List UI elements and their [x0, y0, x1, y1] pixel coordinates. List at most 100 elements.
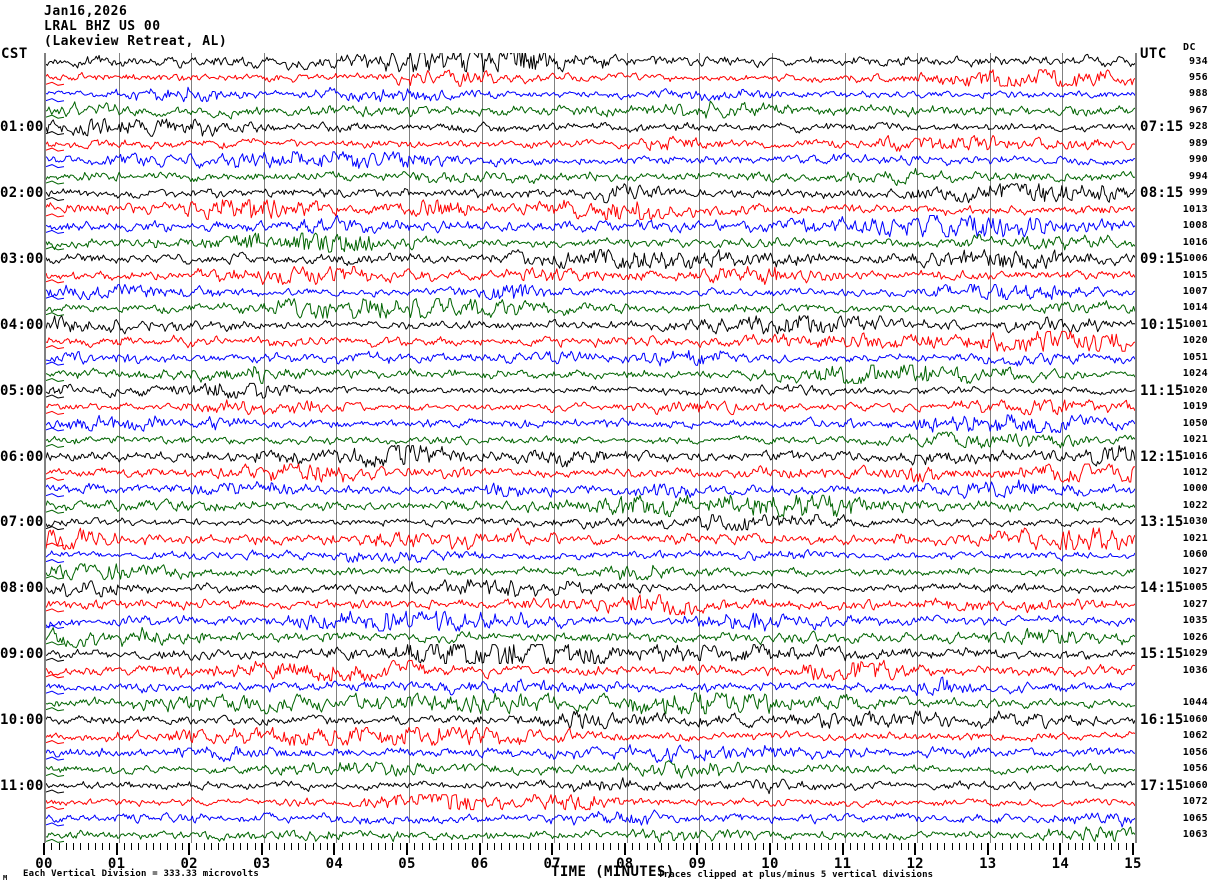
dc-value-row-38: 1036: [1182, 664, 1208, 676]
dc-value-row-19: 1051: [1182, 351, 1208, 363]
utc-hour-label-1015: 10:15: [1140, 316, 1184, 333]
dc-value-row-42: 1062: [1182, 730, 1208, 742]
utc-hour-label-1215: 12:15: [1140, 448, 1184, 465]
trace-row-28: [46, 494, 1135, 518]
trace-stub-row-46: [46, 805, 65, 810]
header-station: LRAL BHZ US 00: [44, 19, 161, 34]
x-tick-minor: [828, 843, 830, 850]
cst-hour-label-1000: 10:00: [0, 711, 44, 728]
utc-hour-label-0815: 08:15: [1140, 185, 1184, 202]
x-tick-minor: [595, 843, 597, 850]
x-tick-major-04: [333, 843, 336, 855]
header-location: (Lakeview Retreat, AL): [44, 34, 228, 49]
x-tick-minor: [864, 843, 866, 850]
x-tick-minor: [661, 843, 663, 850]
dc-value-row-32: 1027: [1182, 565, 1208, 577]
x-tick-minor: [109, 843, 111, 850]
x-tick-label-09: 09: [688, 856, 707, 872]
trace-row-23: [46, 414, 1135, 433]
x-tick-minor: [610, 843, 612, 850]
x-tick-major-01: [115, 843, 118, 855]
trace-row-25: [46, 445, 1135, 468]
trace-row-7: [46, 151, 1135, 169]
x-tick-label-05: 05: [398, 856, 416, 872]
x-tick-label-15: 15: [1124, 856, 1142, 872]
dc-value-row-2: 956: [1189, 72, 1208, 84]
trace-row-5: [46, 117, 1135, 137]
x-tick-minor: [80, 843, 82, 850]
x-tick-minor: [704, 843, 706, 850]
x-tick-major-07: [551, 843, 554, 855]
x-tick-minor: [240, 843, 242, 850]
x-tick-minor: [254, 843, 256, 850]
cst-hour-label-0100: 01:00: [0, 119, 44, 136]
utc-hour-label-1715: 17:15: [1140, 777, 1184, 794]
x-tick-minor: [319, 843, 321, 850]
grid-line-minute-01: [118, 53, 120, 843]
trace-stub-row-16: [46, 312, 65, 317]
utc-hour-label-0715: 07:15: [1140, 119, 1184, 136]
trace-stub-row-37: [46, 657, 65, 662]
x-tick-minor: [878, 843, 880, 850]
x-tick-minor: [559, 843, 561, 850]
x-tick-minor: [457, 843, 459, 850]
trace-stub-row-20: [46, 377, 65, 383]
trace-stub-row-2: [46, 81, 65, 86]
trace-row-39: [46, 676, 1135, 697]
x-tick-label-08: 08: [616, 856, 634, 872]
x-tick-minor: [508, 843, 510, 850]
x-tick-minor: [980, 843, 982, 850]
utc-hour-label-1415: 14:15: [1140, 580, 1184, 597]
x-tick-major-09: [696, 843, 699, 855]
trace-row-43: [46, 744, 1135, 763]
x-tick-major-14: [1059, 843, 1062, 855]
x-tick-minor: [65, 843, 67, 850]
trace-row-21: [46, 382, 1135, 399]
x-tick-minor: [51, 843, 53, 850]
x-tick-minor: [806, 843, 808, 850]
x-tick-minor: [733, 843, 735, 850]
trace-row-41: [46, 710, 1135, 730]
trace-row-45: [46, 777, 1135, 795]
x-tick-minor: [370, 843, 372, 850]
x-tick-minor: [87, 843, 89, 850]
dc-value-row-1: 934: [1189, 55, 1208, 67]
x-tick-minor: [653, 843, 655, 850]
x-tick-minor: [682, 843, 684, 850]
dc-value-row-34: 1027: [1182, 598, 1208, 610]
x-tick-minor: [820, 843, 822, 850]
trace-stub-row-26: [46, 476, 65, 481]
trace-row-47: [46, 809, 1135, 828]
x-tick-minor: [494, 843, 496, 850]
trace-row-42: [46, 726, 1135, 746]
trace-stub-row-32: [46, 575, 65, 580]
x-tick-major-08: [623, 843, 626, 855]
trace-stub-row-4: [46, 114, 65, 119]
trace-row-22: [46, 399, 1135, 416]
x-tick-minor: [414, 843, 416, 850]
cst-hour-label-0700: 07:00: [0, 514, 44, 531]
x-tick-minor: [711, 843, 713, 850]
clip-note: Traces clipped at plus/minus 5 vertical …: [658, 870, 934, 880]
trace-stub-row-6: [46, 147, 65, 152]
x-tick-minor: [363, 843, 365, 850]
x-tick-minor: [247, 843, 249, 850]
seismogram-plot-area[interactable]: [44, 53, 1137, 843]
x-tick-major-15: [1132, 843, 1134, 855]
trace-stub-row-7: [46, 164, 65, 169]
x-tick-minor: [726, 843, 728, 850]
x-axis-title: TIME (MINUTES): [551, 864, 675, 880]
dc-value-row-6: 989: [1189, 137, 1208, 149]
x-tick-minor: [515, 843, 517, 850]
dc-column-header: DC: [1183, 42, 1197, 53]
x-tick-minor: [1009, 843, 1011, 850]
x-tick-major-11: [841, 843, 844, 855]
dc-value-row-16: 1014: [1182, 302, 1208, 314]
dc-value-row-20: 1024: [1182, 368, 1208, 380]
x-tick-minor: [145, 843, 147, 850]
cst-hour-label-0300: 03:00: [0, 251, 44, 268]
dc-value-row-21: 1020: [1182, 384, 1208, 396]
x-tick-label-13: 13: [979, 856, 997, 872]
x-tick-minor: [886, 843, 888, 850]
trace-row-31: [46, 549, 1135, 564]
